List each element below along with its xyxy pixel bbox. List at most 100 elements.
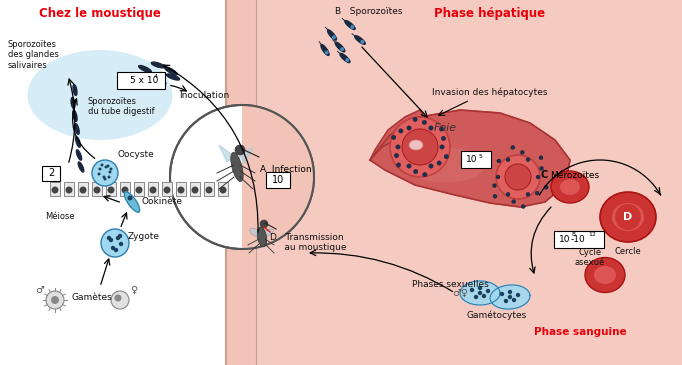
Circle shape [390,117,450,177]
Polygon shape [340,53,350,62]
FancyBboxPatch shape [256,0,682,365]
Circle shape [351,25,354,29]
Circle shape [413,169,418,174]
Circle shape [391,135,396,140]
Circle shape [108,170,111,173]
Circle shape [110,168,113,170]
Circle shape [497,159,501,163]
Circle shape [332,35,336,39]
FancyBboxPatch shape [134,182,144,196]
Circle shape [406,126,411,130]
Circle shape [121,187,128,193]
FancyBboxPatch shape [120,182,130,196]
Circle shape [544,185,548,189]
Circle shape [440,145,444,149]
Text: Inoculation: Inoculation [179,91,229,100]
Text: ♀: ♀ [130,285,138,295]
Ellipse shape [250,228,265,238]
Text: 2: 2 [48,169,54,178]
Circle shape [118,234,122,238]
Circle shape [111,291,129,309]
FancyBboxPatch shape [266,172,290,188]
Circle shape [235,145,245,155]
Circle shape [444,154,449,159]
Text: C: C [541,170,548,180]
Polygon shape [355,36,366,44]
Ellipse shape [405,147,485,182]
Circle shape [429,126,433,130]
Circle shape [535,191,539,195]
Polygon shape [370,110,570,207]
Circle shape [116,236,120,240]
Text: Invasion des hépatocytes: Invasion des hépatocytes [432,88,548,97]
Circle shape [149,187,156,193]
Ellipse shape [27,50,173,140]
Text: Gamétocytes: Gamétocytes [467,311,527,320]
Circle shape [115,295,121,301]
Circle shape [478,286,482,290]
Text: Cercle: Cercle [614,247,641,256]
FancyBboxPatch shape [117,72,165,89]
Text: Cycle
asexué: Cycle asexué [575,248,605,268]
Text: Oocyste: Oocyste [118,150,155,159]
Text: Phase hépatique: Phase hépatique [434,7,546,20]
Circle shape [106,165,110,168]
Circle shape [406,164,411,168]
Text: Sporozoïtes
du tube digestif: Sporozoïtes du tube digestif [88,97,155,116]
Circle shape [52,187,59,193]
Circle shape [102,176,106,178]
Circle shape [478,291,482,295]
Polygon shape [76,150,82,160]
FancyBboxPatch shape [50,182,60,196]
Text: A  Infection: A Infection [260,165,312,173]
Circle shape [98,168,102,170]
Circle shape [486,289,490,293]
Ellipse shape [560,179,580,195]
Text: D   Transmission
     au moustique: D Transmission au moustique [270,233,346,253]
Circle shape [516,293,520,297]
Polygon shape [73,111,77,122]
Ellipse shape [600,192,656,242]
Circle shape [505,164,531,190]
FancyBboxPatch shape [106,182,116,196]
Text: Chez le moustique: Chez le moustique [39,7,161,20]
Text: -10: -10 [571,235,585,244]
Text: Méiose: Méiose [45,212,75,221]
Circle shape [340,47,344,51]
Circle shape [413,117,417,122]
Circle shape [402,129,438,165]
Polygon shape [460,281,500,305]
FancyBboxPatch shape [461,151,491,168]
Circle shape [98,173,100,176]
Polygon shape [138,66,151,73]
Circle shape [51,296,59,304]
Text: Foie: Foie [434,123,456,133]
Circle shape [399,129,403,133]
FancyBboxPatch shape [78,182,88,196]
Text: Sporozoïtes
des glandes
salivaires: Sporozoïtes des glandes salivaires [8,40,59,70]
Polygon shape [71,97,75,108]
Circle shape [500,292,504,296]
Circle shape [108,176,110,178]
Circle shape [110,246,115,250]
Circle shape [506,192,510,196]
Text: 10: 10 [466,155,478,164]
FancyBboxPatch shape [176,182,186,196]
Text: 5: 5 [479,154,483,158]
Circle shape [65,187,72,193]
Circle shape [506,158,510,162]
Circle shape [429,164,433,168]
FancyBboxPatch shape [554,231,604,248]
Circle shape [396,145,400,149]
Circle shape [260,220,268,228]
FancyBboxPatch shape [64,182,74,196]
Circle shape [422,120,426,124]
Circle shape [511,146,515,149]
Circle shape [539,156,543,160]
FancyBboxPatch shape [190,182,200,196]
Ellipse shape [585,257,625,292]
Circle shape [325,50,329,54]
Polygon shape [75,124,79,134]
FancyBboxPatch shape [218,182,228,196]
Circle shape [437,161,441,165]
